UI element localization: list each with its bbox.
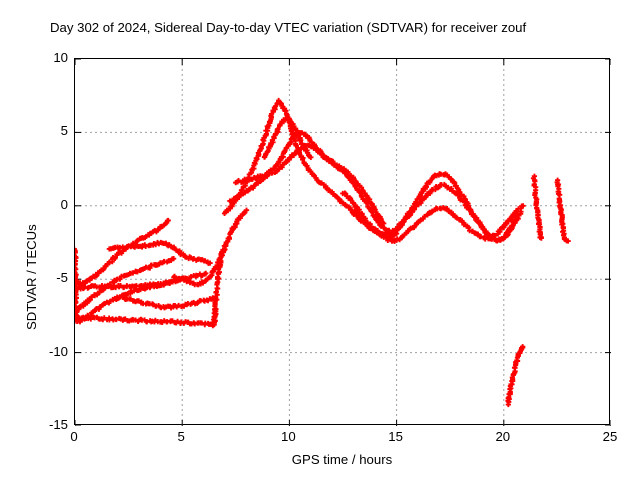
x-tick-label: 15 xyxy=(388,429,403,444)
y-tick-label: -10 xyxy=(48,343,68,359)
y-tick-label: -5 xyxy=(56,270,68,286)
y-tick-label: 5 xyxy=(60,123,68,139)
x-tick-label: 10 xyxy=(281,429,296,444)
y-tick-label: -15 xyxy=(48,417,68,432)
x-axis-label: GPS time / hours xyxy=(291,452,393,467)
y-tick-label: 0 xyxy=(60,196,68,212)
page-title: Day 302 of 2024, Sidereal Day-to-day VTE… xyxy=(50,20,527,35)
x-tick-label: 5 xyxy=(177,429,185,444)
x-tick-label: 0 xyxy=(70,429,78,444)
y-tick-label: 10 xyxy=(53,50,68,65)
data-markers xyxy=(75,97,571,408)
x-tick-label: 25 xyxy=(602,429,618,444)
x-tick-label: 20 xyxy=(495,429,511,444)
plot-frame xyxy=(74,58,611,426)
